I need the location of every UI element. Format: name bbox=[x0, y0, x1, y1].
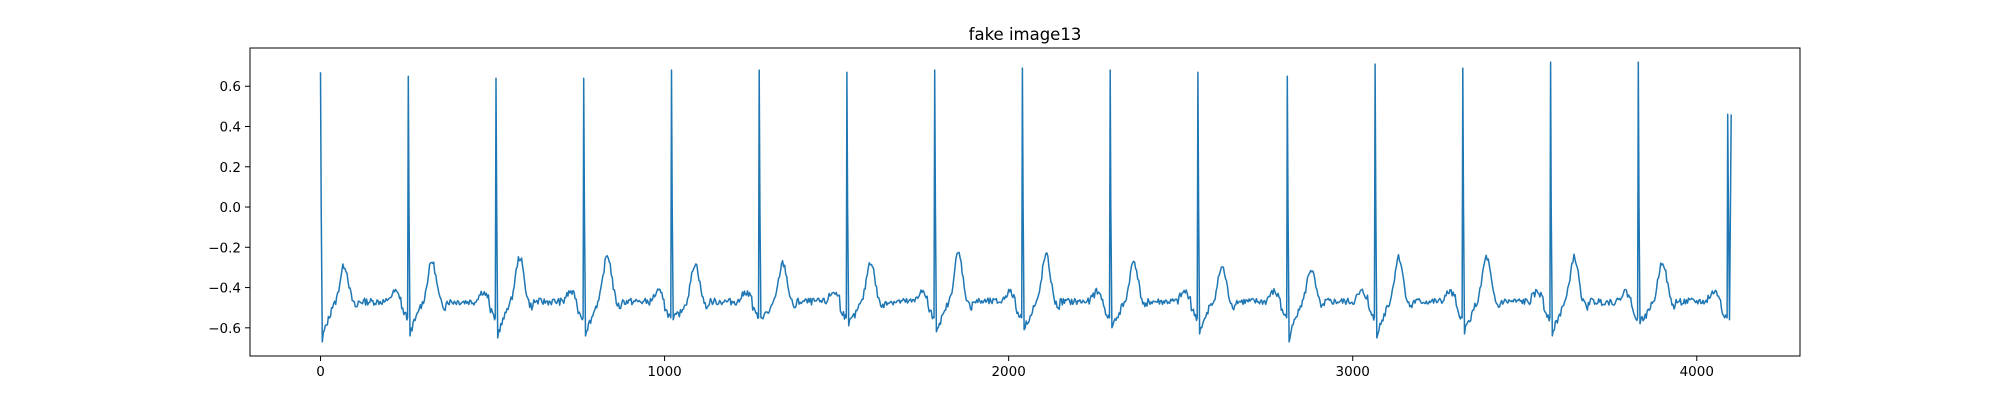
y-tick-label: 0.0 bbox=[220, 200, 241, 216]
x-tick-label: 3000 bbox=[1336, 364, 1370, 380]
plot-area bbox=[249, 47, 1801, 357]
y-tick-label: 0.2 bbox=[220, 160, 241, 176]
x-tick-label: 2000 bbox=[991, 364, 1025, 380]
y-tick-label: 0.6 bbox=[220, 79, 241, 95]
y-tick-label: 0.4 bbox=[220, 120, 241, 136]
chart-title: fake image13 bbox=[969, 25, 1082, 44]
x-axis: 0 1000 2000 3000 4000 bbox=[316, 356, 1714, 380]
y-tick-label: −0.6 bbox=[208, 321, 241, 337]
x-tick-label: 4000 bbox=[1680, 364, 1714, 380]
x-tick-label: 1000 bbox=[647, 364, 681, 380]
y-axis: 0.6 0.4 0.2 0.0 −0.2 −0.4 −0.6 bbox=[208, 79, 250, 337]
y-tick-label: −0.2 bbox=[208, 240, 241, 256]
y-tick-label: −0.4 bbox=[208, 281, 241, 297]
axes-frame bbox=[249, 47, 1801, 357]
x-tick-label: 0 bbox=[316, 364, 325, 380]
series-line bbox=[319, 61, 1732, 343]
